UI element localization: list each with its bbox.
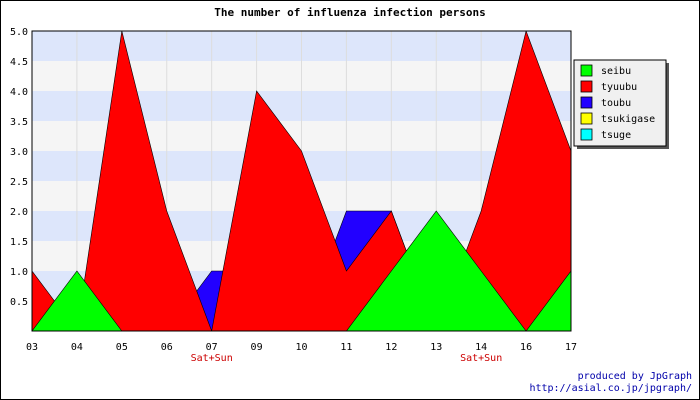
area-tyuubu (32, 31, 571, 331)
x-tick-label: 03 (26, 342, 38, 353)
x-tick-label: 09 (251, 342, 263, 353)
y-axis-ticks: 0.5 1.0 1.5 2.0 2.5 3.0 3.5 4.0 4.5 5.0 (10, 27, 28, 308)
y-tick-label: 5.0 (10, 27, 28, 38)
x-tick-label: 10 (295, 342, 307, 353)
y-tick-label: 1.5 (10, 237, 28, 248)
legend-label-seibu: seibu (601, 66, 631, 77)
chart-title: The number of influenza infection person… (214, 6, 486, 19)
y-tick-label: 1.0 (10, 267, 28, 278)
x-tick-sublabel: Sat+Sun (460, 353, 502, 364)
legend-label-toubu: toubu (601, 98, 631, 109)
area-series (32, 31, 571, 331)
legend-swatch-toubu (580, 96, 593, 109)
y-tick-label: 3.5 (10, 117, 28, 128)
x-tick-label: 14 (475, 342, 487, 353)
legend-swatch-tsukigase (580, 112, 593, 125)
x-tick-label: 13 (430, 342, 442, 353)
y-tick-label: 2.0 (10, 207, 28, 218)
x-tick-label: 16 (520, 342, 532, 353)
y-tick-label: 0.5 (10, 297, 28, 308)
credit-link[interactable]: http://asial.co.jp/jpgraph/ (529, 383, 692, 394)
legend: seibu tyuubu toubu tsukigase tsuge (573, 59, 669, 149)
legend-swatch-tyuubu (580, 80, 593, 93)
area-seibu (32, 210, 571, 331)
y-tick-label: 2.5 (10, 177, 28, 188)
x-tick-label: 07 (206, 342, 218, 353)
credit-line-1: produced by JpGraph (578, 371, 692, 382)
x-tick-label: 06 (161, 342, 173, 353)
x-tick-label: 11 (340, 342, 352, 353)
y-tick-label: 3.0 (10, 147, 28, 158)
x-tick-label: 04 (71, 342, 83, 353)
x-tick-label: 05 (116, 342, 128, 353)
plot-border (31, 30, 572, 332)
x-tick-label: 12 (385, 342, 397, 353)
y-tick-label: 4.5 (10, 57, 28, 68)
x-tick-label: 17 (565, 342, 577, 353)
y-tick-label: 4.0 (10, 87, 28, 98)
x-tick-sublabel: Sat+Sun (191, 353, 233, 364)
legend-swatch-seibu (580, 64, 593, 77)
legend-label-tyuubu: tyuubu (601, 82, 637, 93)
legend-label-tsukigase: tsukigase (601, 114, 655, 125)
legend-label-tsuge: tsuge (601, 130, 631, 141)
legend-swatch-tsuge (580, 128, 593, 141)
